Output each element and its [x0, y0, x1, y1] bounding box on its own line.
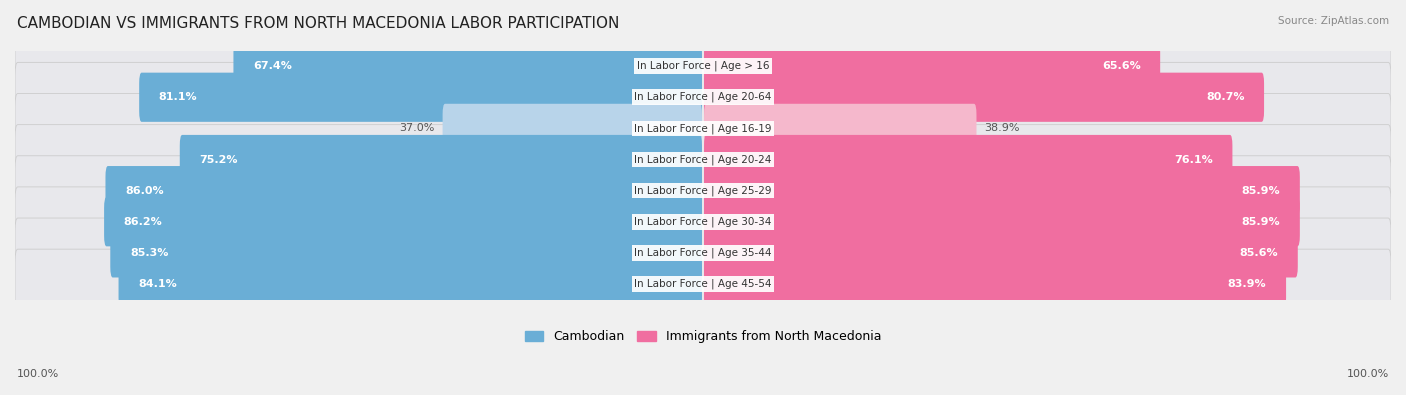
- Text: In Labor Force | Age 20-64: In Labor Force | Age 20-64: [634, 92, 772, 102]
- FancyBboxPatch shape: [15, 156, 1391, 226]
- FancyBboxPatch shape: [15, 62, 1391, 132]
- Text: 85.9%: 85.9%: [1241, 217, 1281, 227]
- FancyBboxPatch shape: [704, 104, 977, 153]
- Text: 86.0%: 86.0%: [125, 186, 163, 196]
- FancyBboxPatch shape: [704, 135, 1233, 184]
- Text: Source: ZipAtlas.com: Source: ZipAtlas.com: [1278, 16, 1389, 26]
- Text: 84.1%: 84.1%: [138, 279, 177, 289]
- FancyBboxPatch shape: [15, 125, 1391, 194]
- Text: 85.6%: 85.6%: [1240, 248, 1278, 258]
- FancyBboxPatch shape: [139, 73, 702, 122]
- FancyBboxPatch shape: [104, 197, 702, 246]
- FancyBboxPatch shape: [704, 197, 1299, 246]
- FancyBboxPatch shape: [15, 218, 1391, 288]
- Legend: Cambodian, Immigrants from North Macedonia: Cambodian, Immigrants from North Macedon…: [520, 325, 886, 348]
- Text: 85.3%: 85.3%: [129, 248, 169, 258]
- FancyBboxPatch shape: [15, 31, 1391, 101]
- Text: CAMBODIAN VS IMMIGRANTS FROM NORTH MACEDONIA LABOR PARTICIPATION: CAMBODIAN VS IMMIGRANTS FROM NORTH MACED…: [17, 16, 619, 31]
- Text: In Labor Force | Age 16-19: In Labor Force | Age 16-19: [634, 123, 772, 134]
- Text: 38.9%: 38.9%: [984, 123, 1019, 134]
- FancyBboxPatch shape: [118, 260, 702, 308]
- FancyBboxPatch shape: [105, 166, 702, 215]
- Text: 100.0%: 100.0%: [1347, 369, 1389, 379]
- Text: 37.0%: 37.0%: [399, 123, 434, 134]
- Text: 85.9%: 85.9%: [1241, 186, 1281, 196]
- Text: In Labor Force | Age 25-29: In Labor Force | Age 25-29: [634, 185, 772, 196]
- Text: In Labor Force | Age 30-34: In Labor Force | Age 30-34: [634, 216, 772, 227]
- Text: 86.2%: 86.2%: [124, 217, 163, 227]
- Text: 65.6%: 65.6%: [1102, 61, 1140, 71]
- FancyBboxPatch shape: [704, 73, 1264, 122]
- FancyBboxPatch shape: [180, 135, 702, 184]
- Text: In Labor Force | Age 35-44: In Labor Force | Age 35-44: [634, 248, 772, 258]
- Text: 83.9%: 83.9%: [1227, 279, 1267, 289]
- FancyBboxPatch shape: [443, 104, 702, 153]
- FancyBboxPatch shape: [704, 166, 1299, 215]
- Text: 67.4%: 67.4%: [253, 61, 292, 71]
- Text: In Labor Force | Age 45-54: In Labor Force | Age 45-54: [634, 279, 772, 289]
- FancyBboxPatch shape: [15, 249, 1391, 319]
- Text: In Labor Force | Age 20-24: In Labor Force | Age 20-24: [634, 154, 772, 165]
- FancyBboxPatch shape: [704, 228, 1298, 277]
- Text: In Labor Force | Age > 16: In Labor Force | Age > 16: [637, 61, 769, 71]
- FancyBboxPatch shape: [233, 41, 702, 91]
- Text: 80.7%: 80.7%: [1206, 92, 1244, 102]
- FancyBboxPatch shape: [704, 41, 1160, 91]
- FancyBboxPatch shape: [110, 228, 702, 277]
- Text: 100.0%: 100.0%: [17, 369, 59, 379]
- Text: 76.1%: 76.1%: [1174, 154, 1213, 164]
- FancyBboxPatch shape: [15, 94, 1391, 163]
- FancyBboxPatch shape: [704, 260, 1286, 308]
- Text: 75.2%: 75.2%: [200, 154, 238, 164]
- Text: 81.1%: 81.1%: [159, 92, 197, 102]
- FancyBboxPatch shape: [15, 187, 1391, 257]
